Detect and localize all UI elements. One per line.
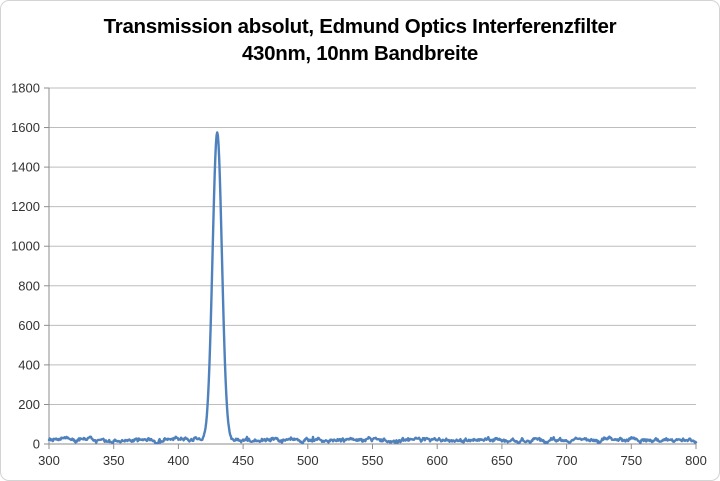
x-axis-tick-label: 750 — [620, 453, 642, 468]
x-axis-tick-label: 600 — [426, 453, 448, 468]
x-axis-tick-label: 650 — [491, 453, 513, 468]
x-axis-tick-label: 800 — [685, 453, 707, 468]
y-axis-tick-label: 1200 — [11, 199, 40, 214]
chart-title-line2: 430nm, 10nm Bandbreite — [241, 42, 479, 65]
y-axis-tick-label: 1600 — [11, 120, 40, 135]
x-axis-tick-label: 550 — [362, 453, 384, 468]
chart-title-line1: Transmission absolut, Edmund Optics Inte… — [103, 15, 617, 38]
data-series-line — [47, 131, 698, 445]
y-axis-tick-label: 0 — [33, 437, 40, 452]
x-axis-tick-label: 350 — [103, 453, 125, 468]
y-axis-tick-label: 600 — [18, 318, 40, 333]
y-axis-tick-label: 200 — [18, 397, 40, 412]
x-axis-tick-label: 450 — [232, 453, 254, 468]
x-axis-tick-label: 500 — [297, 453, 319, 468]
x-axis-tick-label: 700 — [556, 453, 578, 468]
x-axis-tick-label: 300 — [38, 453, 60, 468]
y-axis-tick-label: 1400 — [11, 160, 40, 175]
y-axis-tick-label: 1800 — [11, 81, 40, 96]
chart-title: Transmission absolut, Edmund Optics Inte… — [1, 13, 719, 67]
y-axis-tick-label: 1000 — [11, 239, 40, 254]
y-axis-tick-label: 400 — [18, 357, 40, 372]
x-axis-tick-label: 400 — [168, 453, 190, 468]
y-axis-tick-label: 800 — [18, 278, 40, 293]
